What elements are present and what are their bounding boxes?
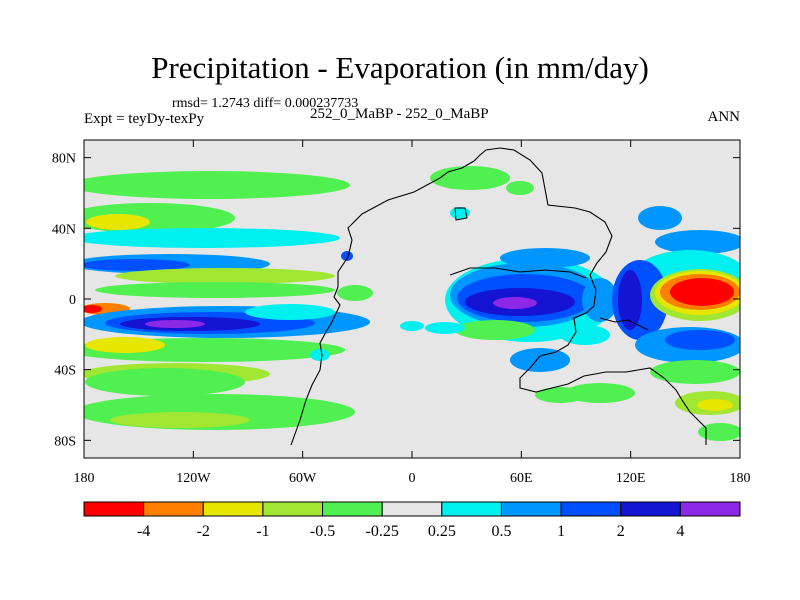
colorbar-swatch [322, 501, 383, 517]
y-tick-label: 40N [52, 222, 76, 237]
x-tick-label: 120W [176, 471, 211, 486]
coastline-island [454, 207, 468, 221]
contour-region [506, 181, 534, 195]
x-axis: 180 120W 60W 0 60E 120E 180 [74, 140, 751, 486]
colorbar-swatch [441, 501, 502, 517]
contour-region [337, 285, 373, 301]
contour-region [665, 330, 735, 350]
colorbar-swatch [560, 501, 622, 517]
contour-region [245, 304, 335, 320]
colorbar-swatch [143, 501, 204, 517]
contour-region [430, 166, 510, 190]
y-tick-label: 80N [52, 152, 76, 167]
colorbar-swatch [262, 501, 324, 517]
x-tick-label: 120E [616, 471, 646, 486]
x-tick-label: 0 [409, 471, 416, 486]
contour-region [510, 348, 570, 372]
stats-text: rmsd= 1.2743 diff= 0.000237733 [172, 96, 359, 111]
colorbar-swatch [679, 501, 741, 517]
colorbar-label: -4 [137, 523, 150, 540]
plot-title: Precipitation - Evaporation (in mm/day) [151, 50, 649, 85]
contour-region [560, 325, 610, 345]
contour-region [341, 251, 353, 261]
colorbar-swatch [620, 501, 681, 517]
contour-region [565, 383, 635, 403]
contour-region [425, 322, 465, 334]
colorbar-swatch [500, 501, 562, 517]
contour-region [110, 412, 250, 428]
coastline [290, 147, 707, 446]
colorbar-label: 4 [676, 523, 684, 540]
contour-field [84, 166, 740, 441]
case-subtitle: 252_0_MaBP - 252_0_MaBP [310, 106, 489, 122]
season-label: ANN [707, 109, 741, 125]
colorbar-label: 0.25 [428, 523, 456, 540]
contour-region [145, 320, 205, 328]
colorbar-swatch [202, 501, 264, 517]
colorbar-swatch [381, 501, 443, 517]
contour-region [84, 305, 102, 313]
contour-region [500, 248, 590, 268]
contour-region [618, 270, 642, 330]
contour-region [670, 278, 734, 306]
y-axis: 80N 40N 0 40S 80S [52, 152, 740, 449]
colorbar: -4 -2 -1 -0.5 -0.25 0.25 0.5 1 2 4 [83, 501, 741, 540]
colorbar-label: 0.5 [491, 523, 511, 540]
x-tick-label: 60W [289, 471, 317, 486]
contour-region [638, 206, 682, 230]
colorbar-label: 2 [617, 523, 625, 540]
contour-region [697, 399, 733, 411]
coastline-inlet [599, 317, 649, 331]
contour-region [455, 320, 535, 340]
colorbar-swatch [83, 501, 145, 517]
contour-region [85, 337, 165, 353]
contour-region [84, 171, 350, 199]
contour-region [86, 214, 150, 230]
contour-region [95, 282, 335, 298]
colorbar-label: -2 [197, 523, 210, 540]
contour-region [650, 360, 740, 384]
contour-region [493, 297, 537, 309]
x-tick-label: 180 [74, 471, 95, 486]
x-tick-label: 180 [730, 471, 751, 486]
y-tick-label: 40S [54, 364, 76, 379]
contour-region [655, 230, 740, 254]
contour-region [582, 278, 618, 322]
contour-region [698, 423, 740, 441]
colorbar-label: -1 [256, 523, 269, 540]
coastline-inlet [449, 267, 587, 279]
contour-region [84, 259, 190, 271]
y-tick-label: 80S [54, 434, 76, 449]
contour-region [310, 349, 330, 361]
colorbar-label: -0.5 [310, 523, 335, 540]
experiment-label: Expt = teyDy-texPy [84, 111, 205, 127]
y-tick-label: 0 [69, 293, 76, 308]
colorbar-label: -0.25 [366, 523, 399, 540]
contour-region [400, 321, 424, 331]
contour-region [85, 368, 245, 396]
contour-region [115, 268, 335, 284]
colorbar-label: 1 [557, 523, 565, 540]
contour-region [84, 228, 340, 248]
x-tick-label: 60E [510, 471, 533, 486]
